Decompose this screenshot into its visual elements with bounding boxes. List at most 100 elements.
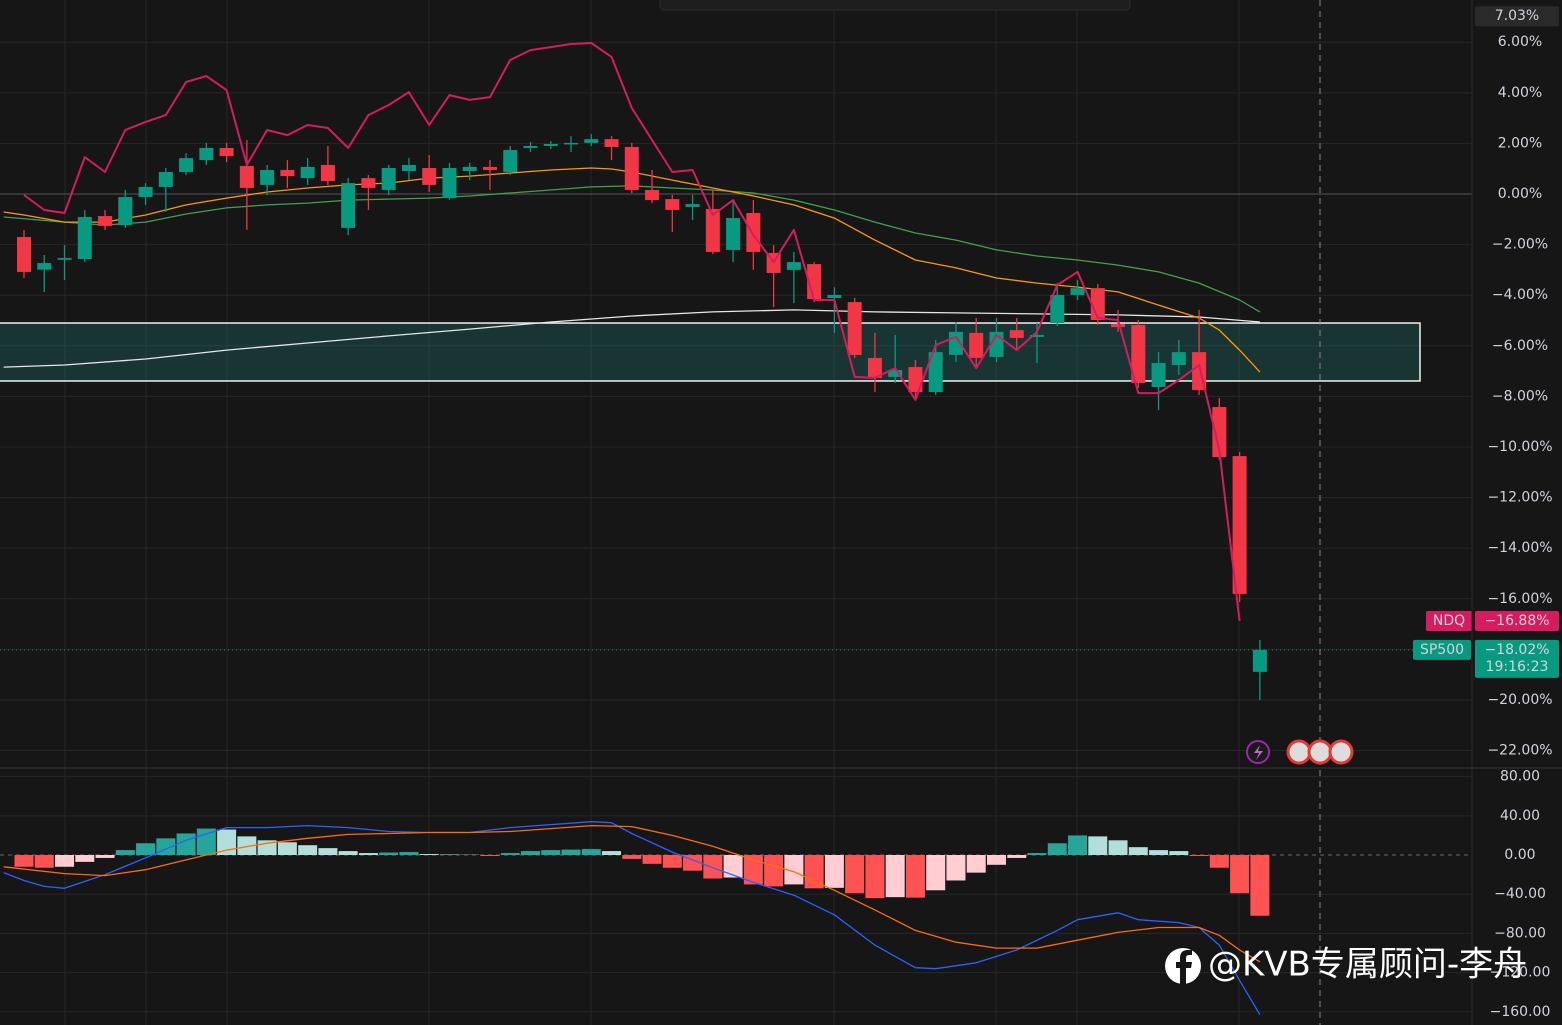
macd-histogram-bar [358,853,378,856]
y-tick-label: −6.00% [1492,338,1548,354]
candle-body [969,332,984,358]
macd-histogram-bar [784,855,804,885]
macd-histogram-bar [1047,843,1067,856]
macd-histogram-bar [298,845,318,856]
watermark-text: @KVB专属顾问-李舟 [1208,945,1527,985]
candle-body [1232,456,1247,594]
candle-body [442,167,457,199]
candle-body [219,147,234,157]
macd-histogram-bar [1209,855,1229,868]
y-tick-label: 2.00% [1498,135,1542,151]
candle-body [1090,288,1105,320]
candle-body [867,357,882,378]
macd-histogram-bar [1007,855,1027,858]
macd-histogram-bar [926,855,946,891]
candle-body [381,167,396,190]
macd-histogram-bar [581,849,601,856]
macd-histogram-bar [419,854,439,856]
flag-icon[interactable] [1307,739,1333,765]
watermark-logo-f [1176,950,1192,984]
max-marker-bg [1475,6,1559,27]
candle-body [300,166,315,179]
macd-histogram-bar [1108,840,1128,856]
candle-body [462,166,477,172]
candle-body [260,169,275,185]
candle-body [908,367,923,393]
candle-body [1009,330,1024,338]
candle-body [1212,407,1227,458]
macd-histogram-bar [1149,850,1169,856]
macd-histogram-bar [1088,836,1108,856]
candle-body [1131,325,1146,383]
line-series [3,824,1261,963]
y-tick-label: 0.00% [1498,186,1542,202]
candle-body [1252,649,1267,672]
series-name: NDQ [1433,613,1465,629]
y-tick-label: −14.00% [1487,540,1552,556]
macd-histogram-bar [764,855,784,887]
candle-body [77,217,92,260]
candle-body [1050,294,1065,324]
symbol-value: −18.02% [1484,642,1549,658]
max-marker: 7.03% [1495,8,1539,24]
y-tick-label: 6.00% [1498,34,1542,50]
y-tick-label: −20.00% [1487,692,1552,708]
macd-histogram-bar [237,836,257,856]
macd-histogram-bar [602,851,622,856]
event-icon-bolt [1254,745,1263,760]
macd-histogram-bar [1027,853,1047,856]
candle-body [341,183,356,228]
candle-body [118,197,133,226]
zone [0,322,1421,382]
candle-body [523,145,538,148]
line-series [3,821,1261,1016]
candle-body [827,294,842,298]
macd-histogram-bar [338,851,358,856]
candle-body [746,212,761,252]
candle-body [726,218,741,250]
macd-histogram-bar [521,851,540,856]
candle-body [1070,288,1085,295]
macd-histogram-bar [885,855,905,898]
macd-histogram-bar [622,855,642,859]
candle-body [604,139,619,147]
macd-histogram-bar [905,855,925,898]
candle-body [564,142,579,145]
candle-body [57,258,72,260]
series-value: −16.88% [1484,613,1549,629]
y-tick-label: −12.00% [1487,490,1552,506]
candle-body [543,143,558,146]
candle-body [1030,334,1044,337]
symbol-value-bg [1475,639,1559,678]
candle-body [665,199,680,210]
y-tick-label: 0.00 [1504,847,1535,863]
candle-body [280,169,295,177]
candle-body [1111,324,1126,328]
macd-histogram-bar [55,855,75,867]
flag-icon[interactable] [1328,739,1354,765]
flag-icon[interactable] [1286,739,1312,765]
y-tick-label: −4.00% [1492,287,1548,303]
macd-histogram-bar [1250,855,1270,916]
y-tick-label: −160.00 [1490,1004,1551,1020]
candle-body [888,370,903,377]
candle-body [1171,352,1186,366]
macd-histogram-bar [1169,851,1189,856]
candle-body [158,172,173,187]
toolbar[interactable] [659,0,1131,11]
macd-histogram-bar [966,855,986,873]
event-icons[interactable] [1246,739,1354,765]
y-tick-label: −120.00 [1490,965,1551,981]
macd-histogram-bar [824,855,844,888]
candle-body [685,204,700,207]
y-tick-label: −16.00% [1487,591,1552,607]
y-tick-label: −10.00% [1487,439,1552,455]
macd-histogram-bar [34,855,54,868]
macd-histogram-bar [399,852,419,856]
macd-histogram-bar [500,853,520,856]
macd-histogram-bar [75,855,95,862]
macd-histogram-bar [683,855,703,871]
macd-histogram-bar [662,855,682,868]
y-tick-label: −40.00 [1494,886,1546,902]
